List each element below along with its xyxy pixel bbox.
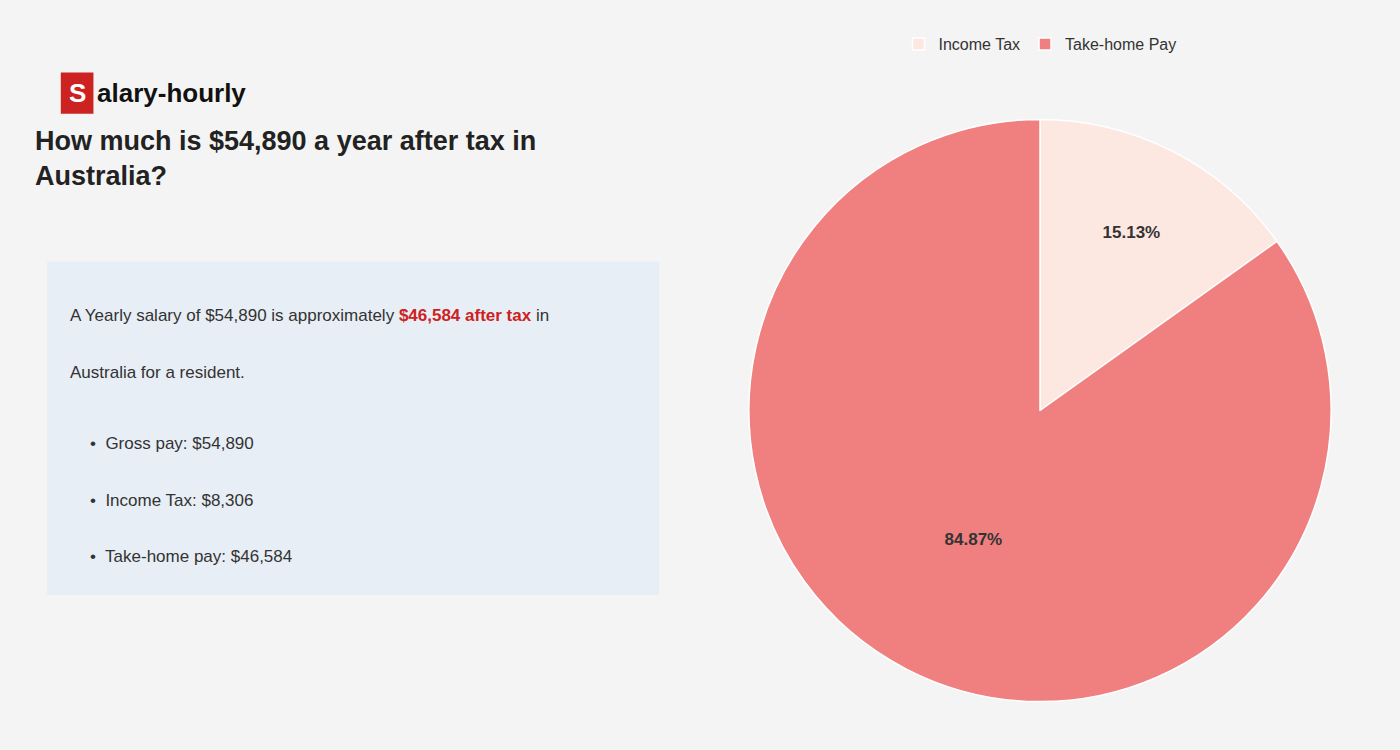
svg-text:Take-home Pay: Take-home Pay xyxy=(1065,36,1176,53)
svg-text:• Take-home pay: $46,584: • Take-home pay: $46,584 xyxy=(90,547,292,566)
svg-text:• Income Tax: $8,306: • Income Tax: $8,306 xyxy=(90,491,253,510)
svg-text:Australia for a resident.: Australia for a resident. xyxy=(70,363,245,382)
svg-text:• Gross pay: $54,890: • Gross pay: $54,890 xyxy=(90,434,254,453)
svg-text:S: S xyxy=(69,78,86,108)
svg-text:15.13%: 15.13% xyxy=(1103,223,1161,242)
svg-text:Income Tax: Income Tax xyxy=(939,36,1021,53)
svg-text:alary-hourly: alary-hourly xyxy=(97,78,246,108)
svg-text:A Yearly salary of $54,890 is: A Yearly salary of $54,890 is approximat… xyxy=(70,306,549,325)
svg-text:How much is $54,890 a year aft: How much is $54,890 a year after tax inA… xyxy=(35,126,536,191)
svg-text:84.87%: 84.87% xyxy=(945,530,1003,549)
